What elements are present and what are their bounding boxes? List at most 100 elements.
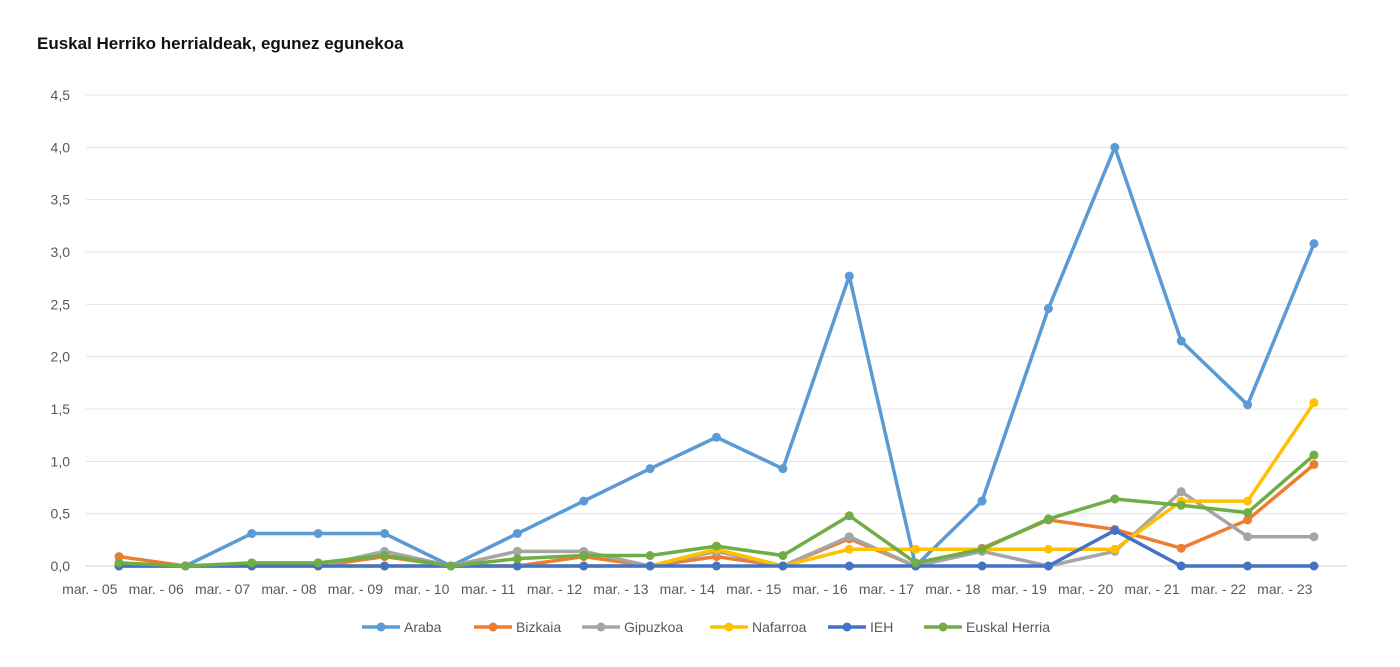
- data-point: [844, 561, 854, 571]
- data-point: [1043, 514, 1053, 524]
- data-point: [778, 551, 788, 561]
- data-point: [1309, 459, 1319, 469]
- legend-swatch-marker: [376, 622, 386, 632]
- data-point: [446, 561, 456, 571]
- data-point: [512, 561, 522, 571]
- x-tick-label: mar. - 22: [1191, 581, 1246, 597]
- data-point: [1309, 532, 1319, 542]
- data-point: [1043, 561, 1053, 571]
- x-tick-label: mar. - 23: [1257, 581, 1312, 597]
- data-point: [977, 496, 987, 506]
- legend-swatch-marker: [596, 622, 606, 632]
- legend-swatch-marker: [724, 622, 734, 632]
- data-point: [1176, 336, 1186, 346]
- data-point: [1110, 494, 1120, 504]
- data-point: [1243, 400, 1253, 410]
- series-lines: [114, 142, 1319, 571]
- data-point: [1243, 561, 1253, 571]
- x-tick-label: mar. - 05: [62, 581, 117, 597]
- legend-entry-0: Araba: [362, 619, 442, 635]
- data-point: [1110, 525, 1120, 535]
- chart-title: Euskal Herriko herrialdeak, egunez egune…: [37, 34, 404, 53]
- data-point: [844, 544, 854, 554]
- data-point: [844, 511, 854, 521]
- series-5: [114, 450, 1319, 571]
- data-point: [114, 552, 124, 562]
- x-tick-label: mar. - 09: [328, 581, 383, 597]
- data-point: [512, 554, 522, 564]
- data-point: [911, 558, 921, 568]
- legend-entry-3: Nafarroa: [710, 619, 807, 635]
- legend-label: Gipuzkoa: [624, 619, 683, 635]
- data-point: [645, 561, 655, 571]
- axes: 0,0 0,5 1,0 1,5 2,0 2,5 3,0 3,5 4,0 4,5 mar. - 05 m…: [51, 87, 1313, 597]
- data-point: [1243, 515, 1253, 525]
- x-tick-label: mar. - 19: [992, 581, 1047, 597]
- x-tick-label: mar. - 20: [1058, 581, 1113, 597]
- legend-label: Nafarroa: [752, 619, 807, 635]
- data-point: [247, 558, 257, 568]
- data-point: [1176, 500, 1186, 510]
- data-point: [1243, 508, 1253, 518]
- data-point: [579, 561, 589, 571]
- x-tick-label: mar. - 12: [527, 581, 582, 597]
- data-point: [1110, 544, 1120, 554]
- gridlines: [86, 94, 1347, 567]
- data-point: [1110, 142, 1120, 152]
- x-tick-label: mar. - 06: [129, 581, 184, 597]
- data-point: [1309, 450, 1319, 460]
- x-tick-label: mar. - 18: [925, 581, 980, 597]
- y-tick-label: 4,0: [51, 139, 71, 155]
- data-point: [712, 561, 721, 571]
- x-tick-label: mar. - 11: [461, 581, 515, 597]
- data-point: [313, 529, 323, 539]
- data-point: [313, 558, 323, 568]
- x-tick-label: mar. - 16: [792, 581, 847, 597]
- data-point: [977, 561, 987, 571]
- legend-label: Araba: [404, 619, 442, 635]
- y-tick-label: 3,5: [51, 192, 71, 208]
- data-point: [1243, 496, 1253, 506]
- legend-entry-1: Bizkaia: [474, 619, 561, 635]
- y-tick-label: 4,5: [51, 87, 71, 103]
- data-point: [778, 464, 788, 474]
- y-tick-label: 1,5: [51, 401, 71, 417]
- y-tick-label: 0,5: [51, 506, 71, 522]
- y-tick-label: 2,0: [51, 349, 71, 365]
- legend-swatch-marker: [938, 622, 948, 632]
- y-tick-label: 3,0: [51, 244, 71, 260]
- data-point: [1309, 561, 1319, 571]
- data-point: [247, 529, 257, 539]
- x-tick-label: mar. - 13: [593, 581, 648, 597]
- legend-entry-4: IEH: [828, 619, 893, 635]
- data-point: [645, 551, 655, 561]
- data-point: [844, 271, 854, 281]
- data-point: [1176, 543, 1186, 553]
- data-point: [1309, 239, 1319, 249]
- data-point: [114, 558, 124, 568]
- y-tick-label: 2,5: [51, 296, 71, 312]
- data-point: [1043, 544, 1053, 554]
- data-point: [512, 529, 522, 539]
- data-point: [645, 464, 655, 474]
- x-tick-label: mar. - 15: [726, 581, 781, 597]
- legend-entry-5: Euskal Herria: [924, 619, 1050, 635]
- data-point: [380, 529, 390, 539]
- x-tick-label: mar. - 14: [660, 581, 715, 597]
- data-point: [380, 551, 390, 561]
- data-point: [778, 561, 788, 571]
- data-point: [1243, 532, 1253, 542]
- x-tick-label: mar. - 21: [1124, 581, 1179, 597]
- legend-label: IEH: [870, 619, 893, 635]
- legend: Araba Bizkaia Gipuzkoa Nafarroa IEH Euskal He…: [362, 619, 1050, 635]
- legend-entry-2: Gipuzkoa: [582, 619, 683, 635]
- y-tick-label: 1,0: [51, 453, 71, 469]
- data-point: [380, 561, 390, 571]
- y-tick-label: 0,0: [51, 558, 71, 574]
- x-tick-label: mar. - 10: [394, 581, 449, 597]
- data-point: [977, 544, 987, 554]
- legend-label: Euskal Herria: [966, 619, 1050, 635]
- legend-swatch-marker: [488, 622, 498, 632]
